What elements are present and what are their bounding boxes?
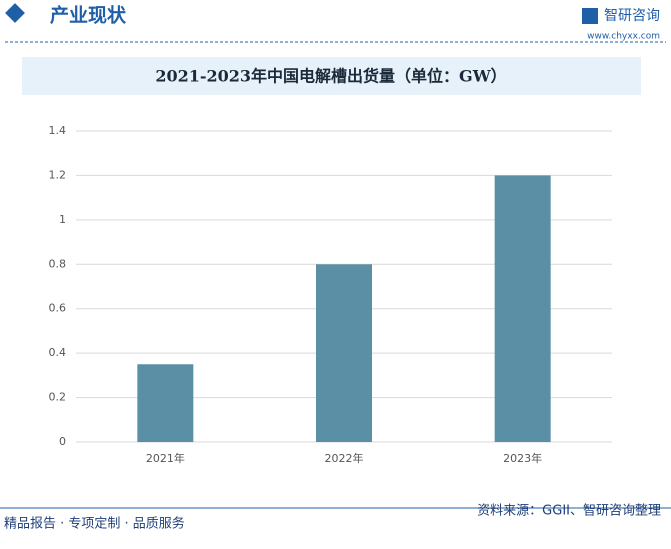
- brand-url: www.chyxx.com: [587, 32, 660, 42]
- y-tick-label: 1: [59, 213, 66, 226]
- y-tick-label: 0.6: [49, 302, 67, 315]
- footer-slogan: 精品报告 · 专项定制 · 品质服务: [4, 516, 185, 532]
- y-tick-label: 0.2: [49, 391, 67, 404]
- bar: [494, 175, 551, 442]
- title-band: [22, 57, 641, 95]
- bar: [137, 364, 194, 442]
- x-tick-label: 2022年: [325, 451, 364, 465]
- x-tick-label: 2021年: [146, 451, 185, 465]
- y-tick-label: 0.8: [49, 257, 67, 270]
- y-tick-label: 0: [59, 435, 66, 448]
- y-tick-label: 0.4: [49, 346, 67, 359]
- brand-name: 智研咨询: [604, 8, 660, 24]
- y-tick-label: 1.4: [49, 124, 67, 137]
- source-note: 资料来源：GGII、智研咨询整理: [477, 504, 661, 519]
- header-icon: [5, 3, 25, 23]
- header-title: 产业现状: [50, 4, 127, 27]
- chart-title: 2021-2023年中国电解槽出货量（单位：GW）: [155, 67, 506, 86]
- y-tick-label: 1.2: [49, 168, 67, 181]
- bar: [316, 264, 372, 442]
- x-tick-label: 2023年: [503, 451, 542, 465]
- brand-logo: [582, 8, 598, 24]
